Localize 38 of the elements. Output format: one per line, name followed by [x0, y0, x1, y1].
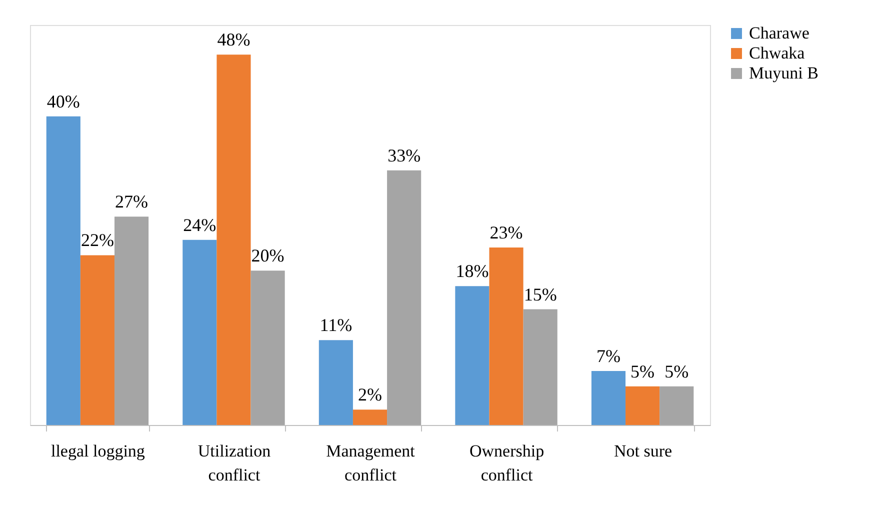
- bar: [352, 410, 388, 425]
- x-tick-label: Ownership conflict: [469, 442, 544, 484]
- bar: [80, 255, 114, 425]
- data-label: 18%: [456, 261, 489, 282]
- bar: [250, 270, 285, 425]
- data-label: 5%: [630, 361, 655, 382]
- x-tick-label: Not sure: [614, 442, 672, 460]
- data-label: 48%: [217, 30, 250, 50]
- bar: [182, 240, 217, 425]
- bar: [660, 386, 694, 425]
- data-label: 15%: [524, 284, 557, 304]
- x-tick-label: Management conflict: [326, 442, 416, 484]
- bar: [523, 309, 558, 425]
- data-label: 22%: [80, 230, 114, 250]
- data-label: 23%: [490, 222, 523, 243]
- x-tick-label: llegal logging: [50, 442, 146, 460]
- data-label: 11%: [320, 315, 352, 336]
- bar: [455, 286, 490, 425]
- data-label: 33%: [388, 145, 421, 166]
- bar: [387, 170, 422, 425]
- data-label: 24%: [183, 214, 216, 235]
- data-label: 2%: [358, 384, 382, 405]
- bar: [591, 370, 626, 425]
- data-label: 27%: [115, 192, 148, 212]
- data-label: 20%: [251, 246, 284, 266]
- data-label: 40%: [46, 91, 80, 112]
- bar: [626, 386, 660, 425]
- legend-label: Muyuni B: [749, 64, 818, 82]
- bar: [46, 116, 80, 425]
- x-tick-label: Utilization conflict: [198, 442, 272, 484]
- data-label: 5%: [664, 361, 689, 382]
- bar: [318, 340, 353, 425]
- legend-label: Chwaka: [749, 44, 806, 62]
- bar: [114, 216, 149, 425]
- legend-label: Charawe: [749, 24, 810, 42]
- bar: [489, 248, 524, 425]
- data-label: 7%: [596, 346, 620, 366]
- bar: [216, 54, 251, 425]
